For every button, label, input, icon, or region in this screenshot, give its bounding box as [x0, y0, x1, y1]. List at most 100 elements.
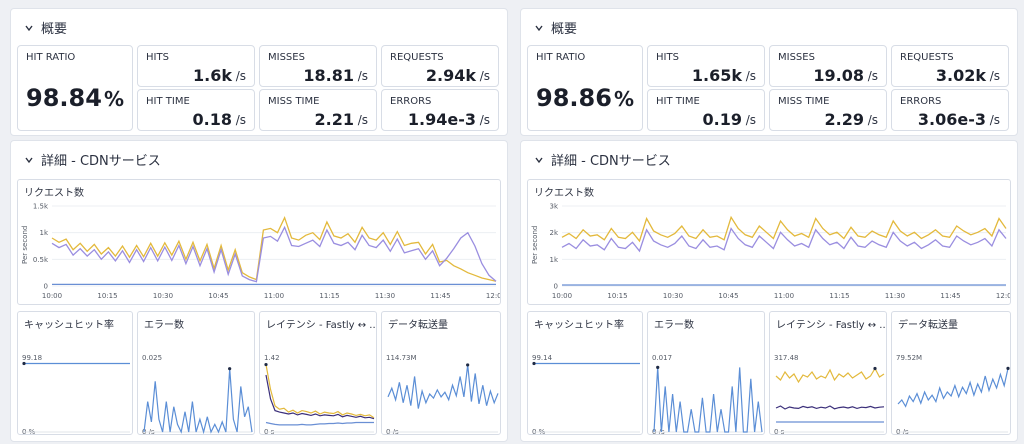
max-marker	[1006, 366, 1010, 370]
chart-top-label: 99.14	[532, 354, 553, 362]
series-line	[387, 364, 499, 409]
metric-label: REQUESTS	[900, 52, 954, 63]
chart-top-label: 0.017	[652, 354, 672, 362]
x-tick-label: 12:00	[996, 292, 1011, 300]
data-transfer-chart[interactable]: データ転送量 79.52M 0 /s	[891, 311, 1011, 435]
chart-top-label: 99.18	[22, 354, 42, 362]
metric-card-misses[interactable]: MISSES 18.81 /s	[259, 45, 377, 87]
metric-label: MISSES	[268, 52, 305, 63]
chart-bottom-label: 0 %	[532, 428, 546, 435]
y-tick-label: 1k	[549, 256, 558, 264]
metric-value: 1.65k	[691, 66, 742, 85]
x-tick-label: 10:15	[97, 292, 117, 300]
hit-ratio-card[interactable]: HIT RATIO 98.86%	[527, 45, 643, 131]
chart-title: リクエスト数	[534, 188, 594, 199]
y-tick-label: 3k	[549, 203, 558, 211]
y-tick-label: 2k	[549, 229, 558, 237]
metric-value: 19.08	[813, 66, 864, 85]
y-tick-label: 1k	[39, 229, 48, 237]
max-marker	[873, 366, 877, 371]
chevron-down-icon[interactable]	[535, 156, 543, 164]
chart-bottom-label: 0 /s	[142, 428, 155, 435]
data-transfer-svg: 114.73M 0 /s	[386, 354, 499, 434]
metric-card-requests[interactable]: REQUESTS 2.94k /s	[381, 45, 499, 87]
cache-hit-rate-svg: 99.18 0 %	[22, 354, 130, 434]
y-tick-label: 0.5k	[33, 256, 49, 264]
detail-title: 詳細 - CDNサービス	[551, 154, 671, 169]
metric-label: HITS	[146, 52, 169, 63]
metric-value: 1.94e-3	[407, 110, 476, 129]
requests-chart-svg: 0 0.5k 1k 1.5k Per second 10:00 10:15 10:30 10:4…	[21, 203, 501, 301]
hit-ratio-value: 98.86%	[536, 84, 634, 112]
cache-hit-rate-chart[interactable]: キャッシュヒット率 99.18 0 %	[17, 311, 133, 435]
series-line	[143, 368, 253, 434]
requests-chart[interactable]: リクエスト数 0 1k 2k 3k Per second 10:00 10:15 10:30 1…	[527, 179, 1011, 305]
chevron-down-icon[interactable]	[25, 24, 33, 32]
chart-title: キャッシュヒット率	[24, 320, 114, 331]
x-tick-label: 11:45	[430, 292, 450, 300]
x-tick-label: 12:00	[486, 292, 501, 300]
metric-card-hit-time[interactable]: HIT TIME 0.18 /s	[137, 89, 255, 131]
hit-ratio-card[interactable]: HIT RATIO 98.84%	[17, 45, 133, 131]
metric-card-miss-time[interactable]: MISS TIME 2.21 /s	[259, 89, 377, 131]
latency-svg: 317.48 0 s	[774, 354, 885, 434]
latency-chart[interactable]: レイテンシ - Fastly ↔ ... 317.48 0 s	[769, 311, 887, 435]
data-transfer-chart[interactable]: データ転送量 114.73M 0 /s	[381, 311, 501, 435]
error-count-chart[interactable]: エラー数 0.017 0 /s	[647, 311, 765, 435]
summary-header[interactable]: 概要	[535, 18, 577, 37]
error-count-svg: 0.017 0 /s	[652, 354, 763, 434]
hit-ratio-value: 98.84%	[26, 84, 124, 112]
hit-ratio-label: HIT RATIO	[536, 52, 586, 63]
metric-value: 18.81	[303, 66, 354, 85]
metric-card-errors[interactable]: ERRORS 3.06e-3 /s	[891, 89, 1009, 131]
max-marker	[228, 367, 232, 371]
detail-header[interactable]: 詳細 - CDNサービス	[25, 150, 161, 169]
series-line	[561, 227, 1007, 253]
chart-bottom-label: 0 s	[264, 428, 275, 435]
detail-header[interactable]: 詳細 - CDNサービス	[535, 150, 671, 169]
metric-card-hit-time[interactable]: HIT TIME 0.19 /s	[647, 89, 765, 131]
metric-unit: /s	[479, 69, 490, 83]
metric-label: HIT TIME	[656, 96, 700, 107]
latency-svg: 1.42 0 s	[264, 354, 375, 435]
series-line	[897, 368, 1009, 408]
metric-label: HITS	[656, 52, 679, 63]
summary-title: 概要	[551, 22, 578, 37]
metric-card-hits[interactable]: HITS 1.65k /s	[647, 45, 765, 87]
metric-value: 3.02k	[935, 66, 986, 85]
metric-unit: /s	[357, 113, 368, 127]
metric-value: 0.19	[702, 110, 742, 129]
metric-card-misses[interactable]: MISSES 19.08 /s	[769, 45, 887, 87]
latency-chart[interactable]: レイテンシ - Fastly ↔ ... 1.42 0 s	[259, 311, 377, 435]
requests-chart-svg: 0 1k 2k 3k Per second 10:00 10:15 10:30 10:45 11:…	[531, 203, 1011, 301]
chart-title: データ転送量	[898, 320, 958, 331]
chart-title: エラー数	[654, 320, 694, 331]
detail-title: 詳細 - CDNサービス	[41, 154, 161, 169]
chart-title: データ転送量	[388, 320, 448, 331]
metric-unit: /s	[479, 113, 490, 127]
cache-hit-rate-chart[interactable]: キャッシュヒット率 99.14 0 %	[527, 311, 643, 435]
requests-chart[interactable]: リクエスト数 0 0.5k 1k 1.5k Per second 10:00 10:15 10…	[17, 179, 501, 305]
max-marker	[466, 363, 470, 367]
chart-title: レイテンシ - Fastly ↔ ...	[266, 320, 377, 331]
metric-card-requests[interactable]: REQUESTS 3.02k /s	[891, 45, 1009, 87]
metric-label: ERRORS	[900, 96, 942, 107]
summary-header[interactable]: 概要	[25, 18, 67, 37]
chevron-down-icon[interactable]	[25, 156, 33, 164]
chevron-down-icon[interactable]	[535, 24, 543, 32]
metric-label: ERRORS	[390, 96, 432, 107]
metric-card-miss-time[interactable]: MISS TIME 2.29 /s	[769, 89, 887, 131]
chart-title: レイテンシ - Fastly ↔ ...	[776, 320, 887, 331]
error-count-chart[interactable]: エラー数 0.025 0 /s	[137, 311, 255, 435]
metric-unit: /s	[235, 69, 246, 83]
metric-card-hits[interactable]: HITS 1.6k /s	[137, 45, 255, 87]
metric-card-errors[interactable]: ERRORS 1.94e-3 /s	[381, 89, 499, 131]
x-tick-label: 10:15	[607, 292, 627, 300]
detail-panel: 詳細 - CDNサービス リクエスト数 0 1k 2k 3k Per second 10:…	[520, 140, 1018, 442]
chart-bottom-label: 0 /s	[896, 428, 909, 435]
x-tick-label: 11:15	[829, 292, 849, 300]
chart-top-label: 114.73M	[386, 354, 417, 362]
x-tick-label: 10:45	[208, 292, 228, 300]
y-tick-label: 1.5k	[33, 203, 49, 211]
cache-hit-rate-svg: 99.14 0 %	[532, 354, 640, 435]
